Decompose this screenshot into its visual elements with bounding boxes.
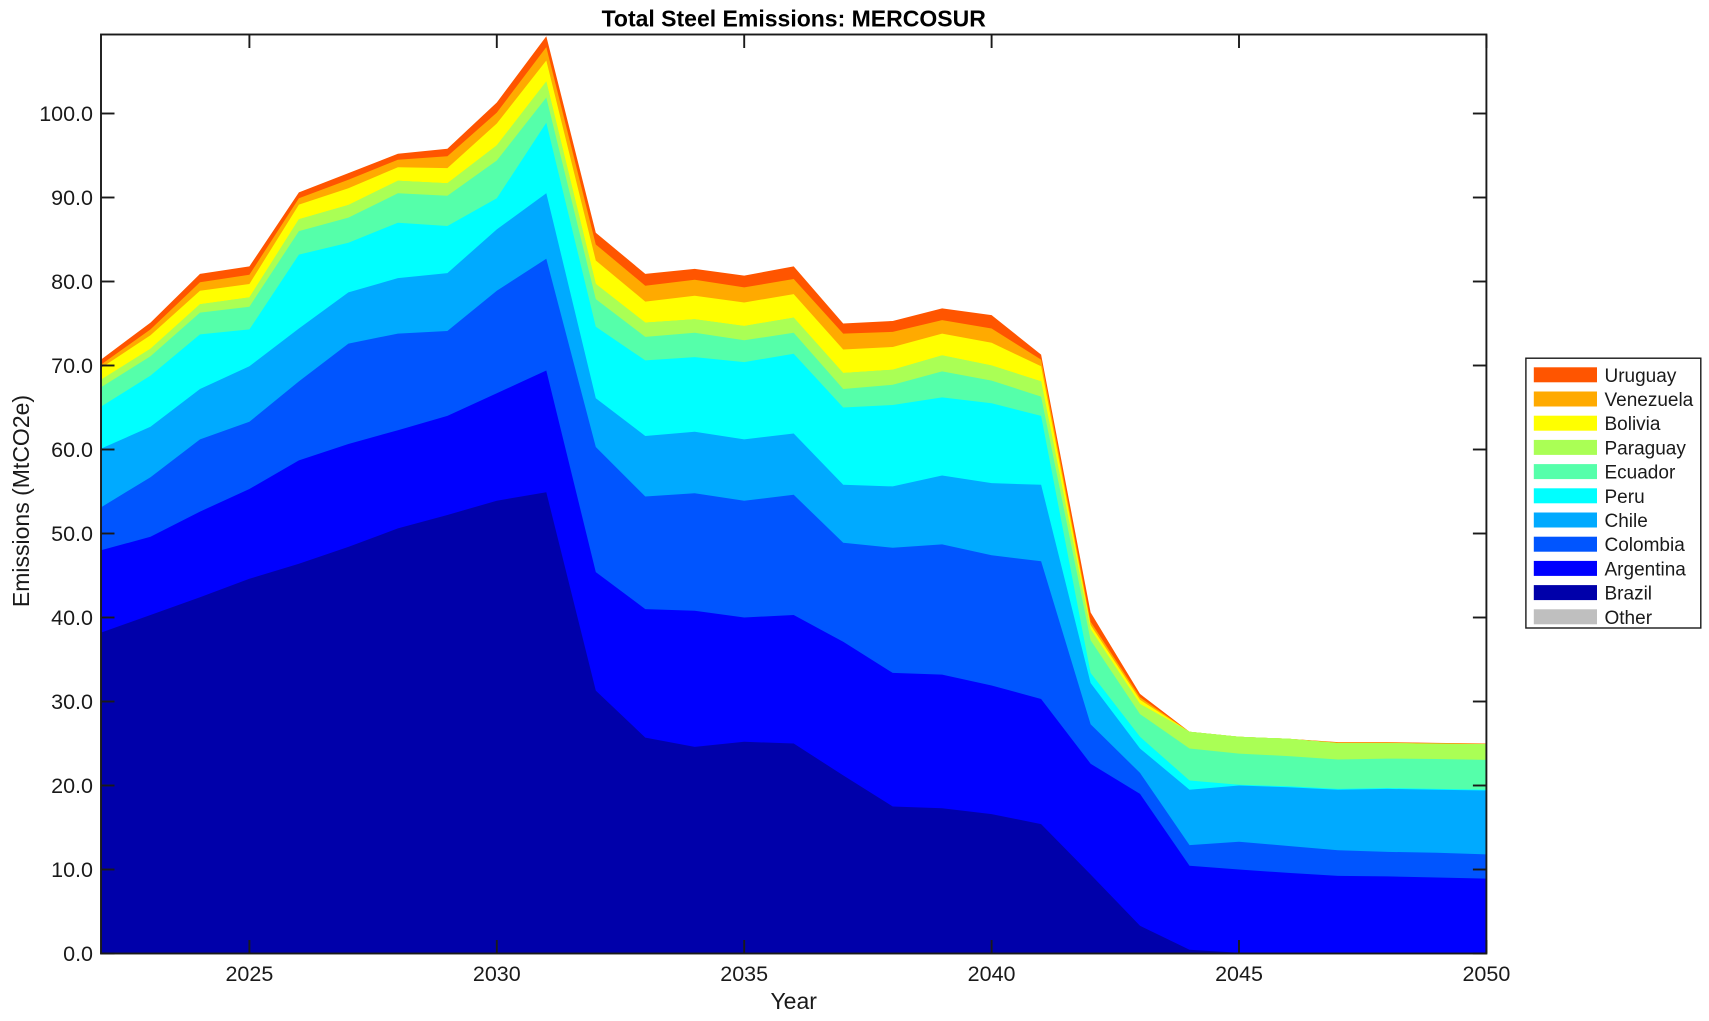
svg-text:Chile: Chile: [1605, 511, 1648, 532]
svg-text:100.0: 100.0: [39, 102, 93, 126]
svg-text:50.0: 50.0: [51, 522, 93, 546]
svg-text:Paraguay: Paraguay: [1605, 438, 1687, 459]
svg-text:80.0: 80.0: [51, 270, 93, 294]
svg-text:Total Steel Emissions: MERCOSU: Total Steel Emissions: MERCOSUR: [602, 6, 987, 32]
svg-text:40.0: 40.0: [51, 606, 93, 630]
svg-text:90.0: 90.0: [51, 186, 93, 210]
svg-text:Other: Other: [1605, 608, 1653, 629]
svg-text:20.0: 20.0: [51, 774, 93, 798]
svg-text:Bolivia: Bolivia: [1605, 414, 1661, 435]
svg-text:Year: Year: [770, 988, 817, 1014]
svg-text:0.0: 0.0: [63, 942, 93, 966]
svg-text:60.0: 60.0: [51, 438, 93, 462]
svg-text:Brazil: Brazil: [1605, 584, 1653, 605]
svg-text:Ecuador: Ecuador: [1605, 463, 1676, 484]
svg-text:30.0: 30.0: [51, 690, 93, 714]
svg-text:10.0: 10.0: [51, 858, 93, 882]
svg-text:2040: 2040: [968, 962, 1016, 986]
svg-text:2050: 2050: [1462, 962, 1510, 986]
svg-text:Emissions (MtCO2e): Emissions (MtCO2e): [8, 395, 34, 607]
svg-text:Colombia: Colombia: [1605, 535, 1686, 556]
svg-text:2025: 2025: [225, 962, 273, 986]
svg-text:2035: 2035: [720, 962, 768, 986]
svg-text:70.0: 70.0: [51, 354, 93, 378]
svg-text:Argentina: Argentina: [1605, 559, 1687, 580]
svg-text:Venezuela: Venezuela: [1605, 390, 1694, 411]
svg-text:2030: 2030: [473, 962, 521, 986]
svg-text:2045: 2045: [1215, 962, 1263, 986]
svg-text:Uruguay: Uruguay: [1605, 366, 1677, 387]
svg-text:Peru: Peru: [1605, 487, 1645, 508]
